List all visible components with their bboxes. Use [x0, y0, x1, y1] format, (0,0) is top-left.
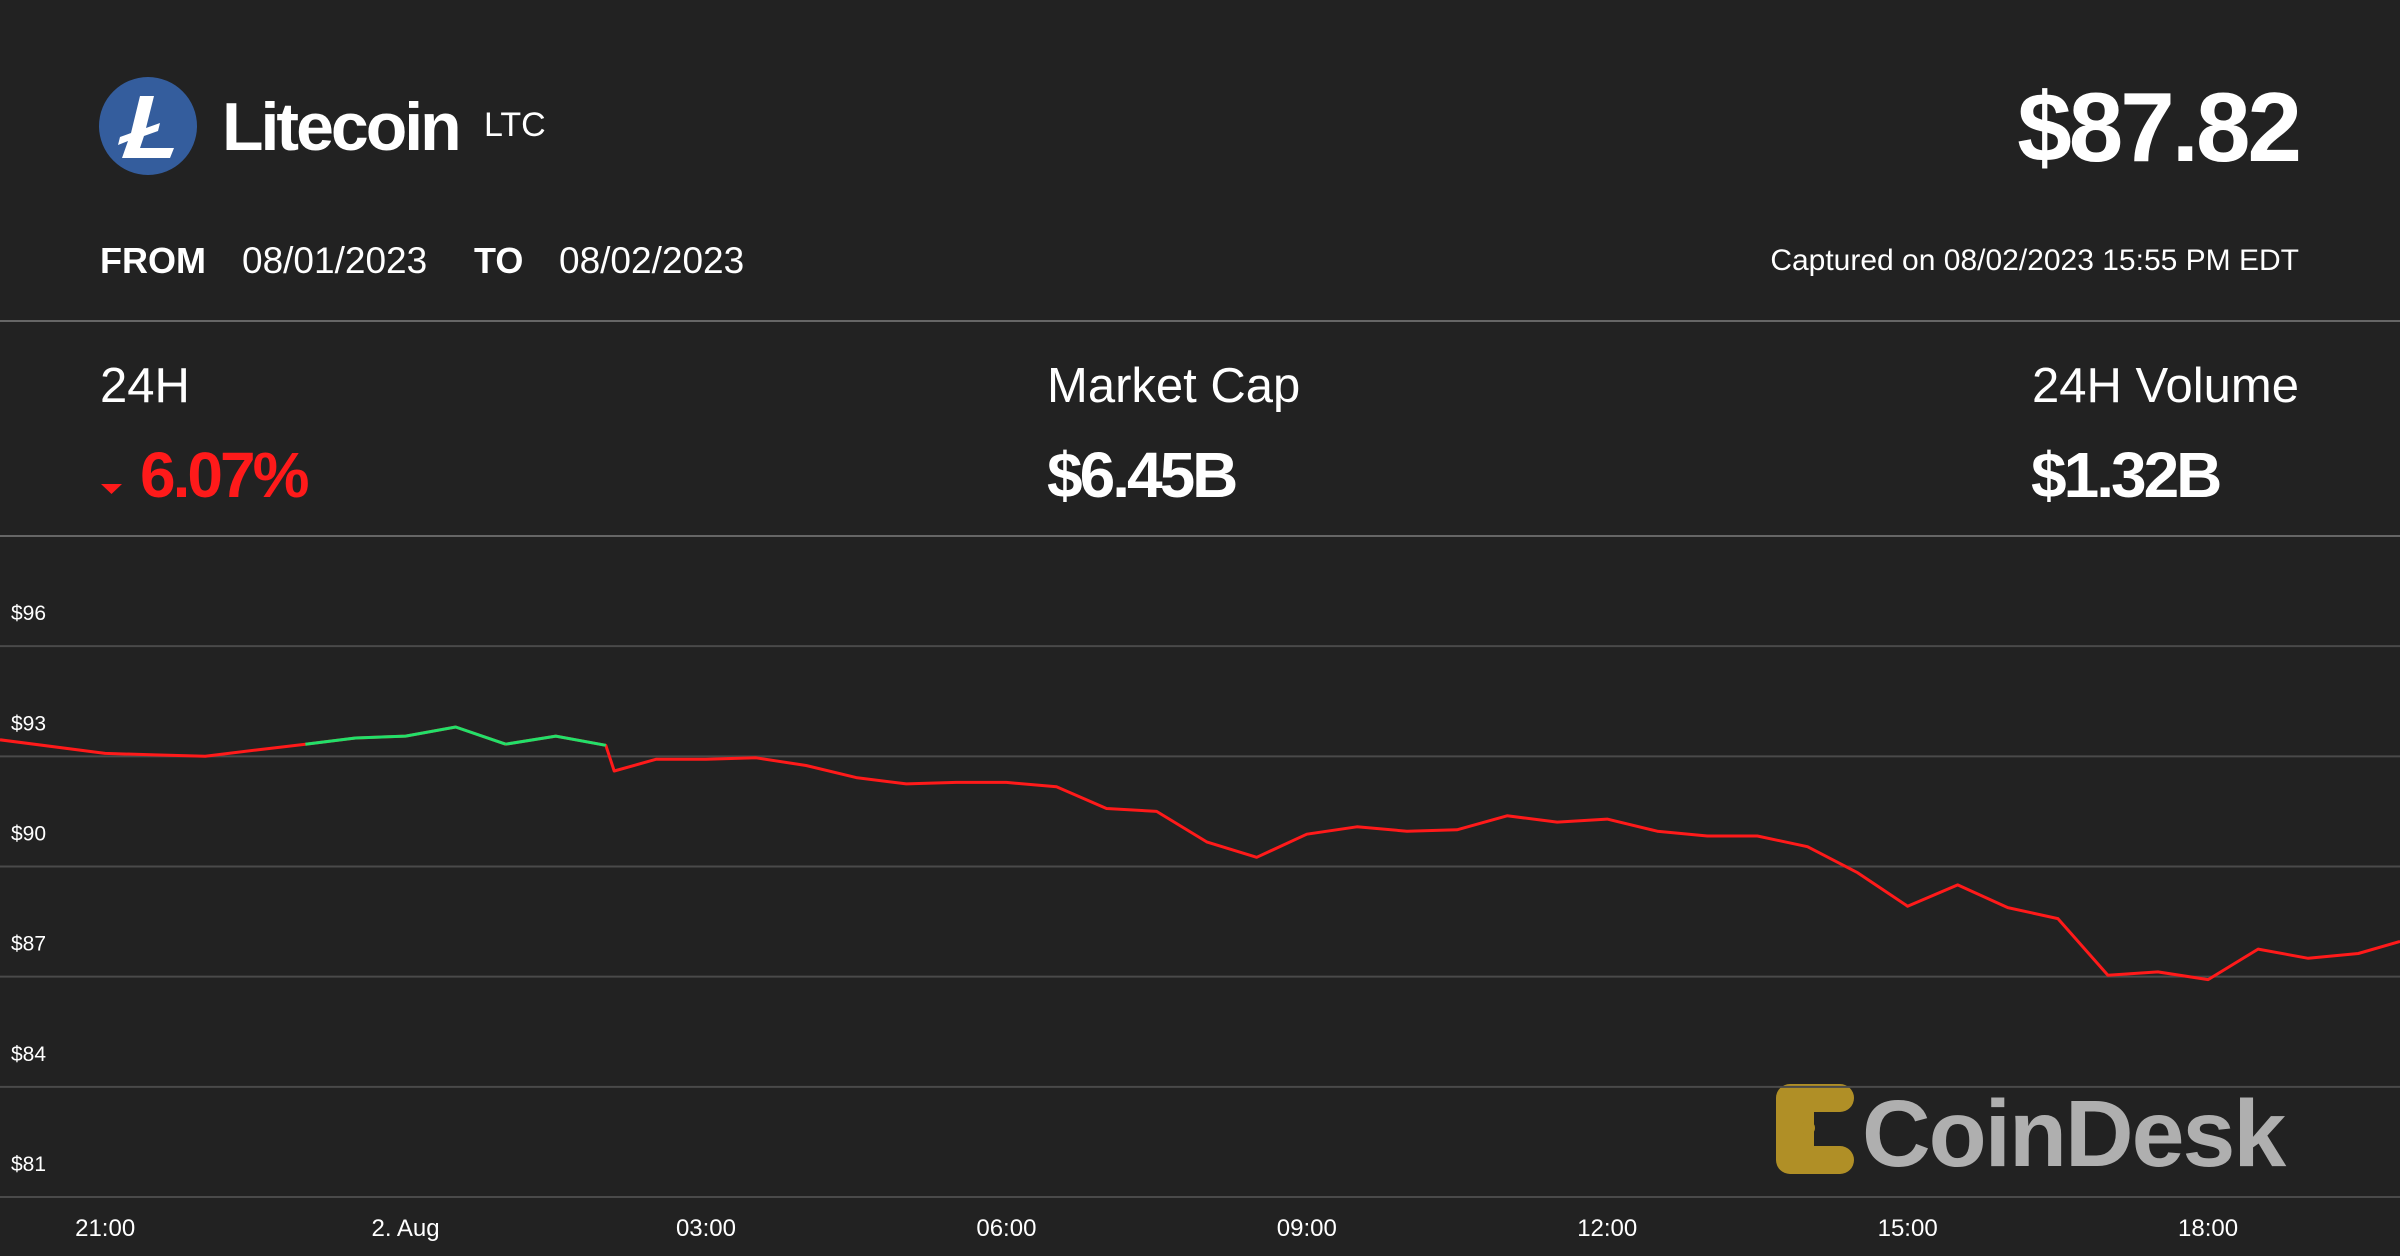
stat-value: $1.32B — [2031, 439, 2220, 511]
x-tick-label: 15:00 — [1878, 1215, 1938, 1242]
x-tick-label: 2. Aug — [372, 1215, 440, 1242]
price: $87.82 — [2017, 72, 2299, 182]
price-line-up — [505, 734, 607, 747]
y-tick-label: $87 — [11, 933, 46, 956]
stat-label: Market Cap — [1047, 359, 1300, 413]
coin-name: Litecoin — [222, 89, 459, 165]
price-line-up — [305, 725, 507, 746]
captured: Captured on 08/02/2023 15:55 PM EDT — [1770, 244, 2299, 277]
y-tick-label: $84 — [11, 1043, 46, 1066]
x-tick-label: 12:00 — [1577, 1215, 1637, 1242]
y-tick-label: $93 — [11, 712, 46, 735]
to-date: 08/02/2023 — [559, 240, 744, 281]
logo — [99, 77, 197, 175]
watermark-icon — [1776, 1084, 1854, 1174]
y-tick-label: $81 — [11, 1153, 46, 1176]
logo-glyph — [118, 96, 174, 158]
stat-label: 24H — [100, 359, 190, 413]
to-label: TO — [474, 240, 523, 281]
watermark-text: CoinDesk — [1862, 1081, 2286, 1187]
y-tick-label: $96 — [11, 602, 46, 625]
watermark-icon-dot — [1801, 1121, 1815, 1135]
watermark: CoinDesk — [1776, 1081, 2288, 1187]
chart: $81 $84 $87 $90 $93 $96 21:00 2. Aug 03:00 06:00 0… — [0, 602, 2400, 1242]
x-tick-label: 18:00 — [2178, 1215, 2238, 1242]
x-tick-label: 09:00 — [1277, 1215, 1337, 1242]
down-arrow — [101, 484, 122, 494]
y-tick-label: $90 — [11, 823, 46, 846]
stat-value: 6.07% — [140, 439, 309, 511]
from-date: 08/01/2023 — [242, 240, 427, 281]
x-tick-label: 03:00 — [676, 1215, 736, 1242]
from-label: FROM — [100, 240, 206, 281]
stat-value: $6.45B — [1047, 439, 1236, 511]
x-tick-label: 21:00 — [75, 1215, 135, 1242]
stat-label: 24H Volume — [2032, 359, 2299, 413]
x-tick-label: 06:00 — [976, 1215, 1036, 1242]
coin-symbol: LTC — [484, 106, 546, 144]
